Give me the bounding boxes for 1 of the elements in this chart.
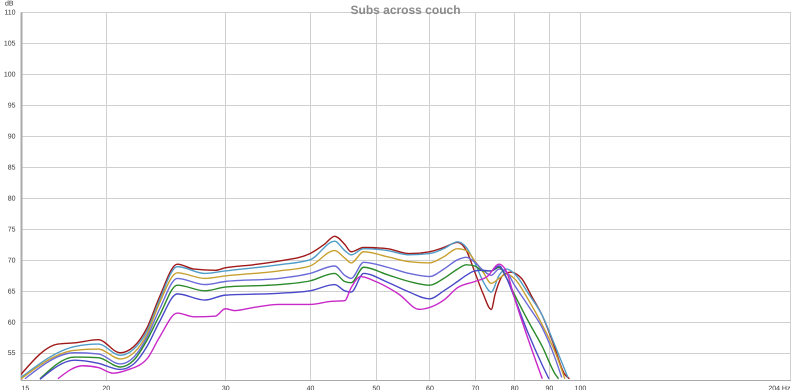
chart-title: Subs across couch: [350, 3, 461, 17]
